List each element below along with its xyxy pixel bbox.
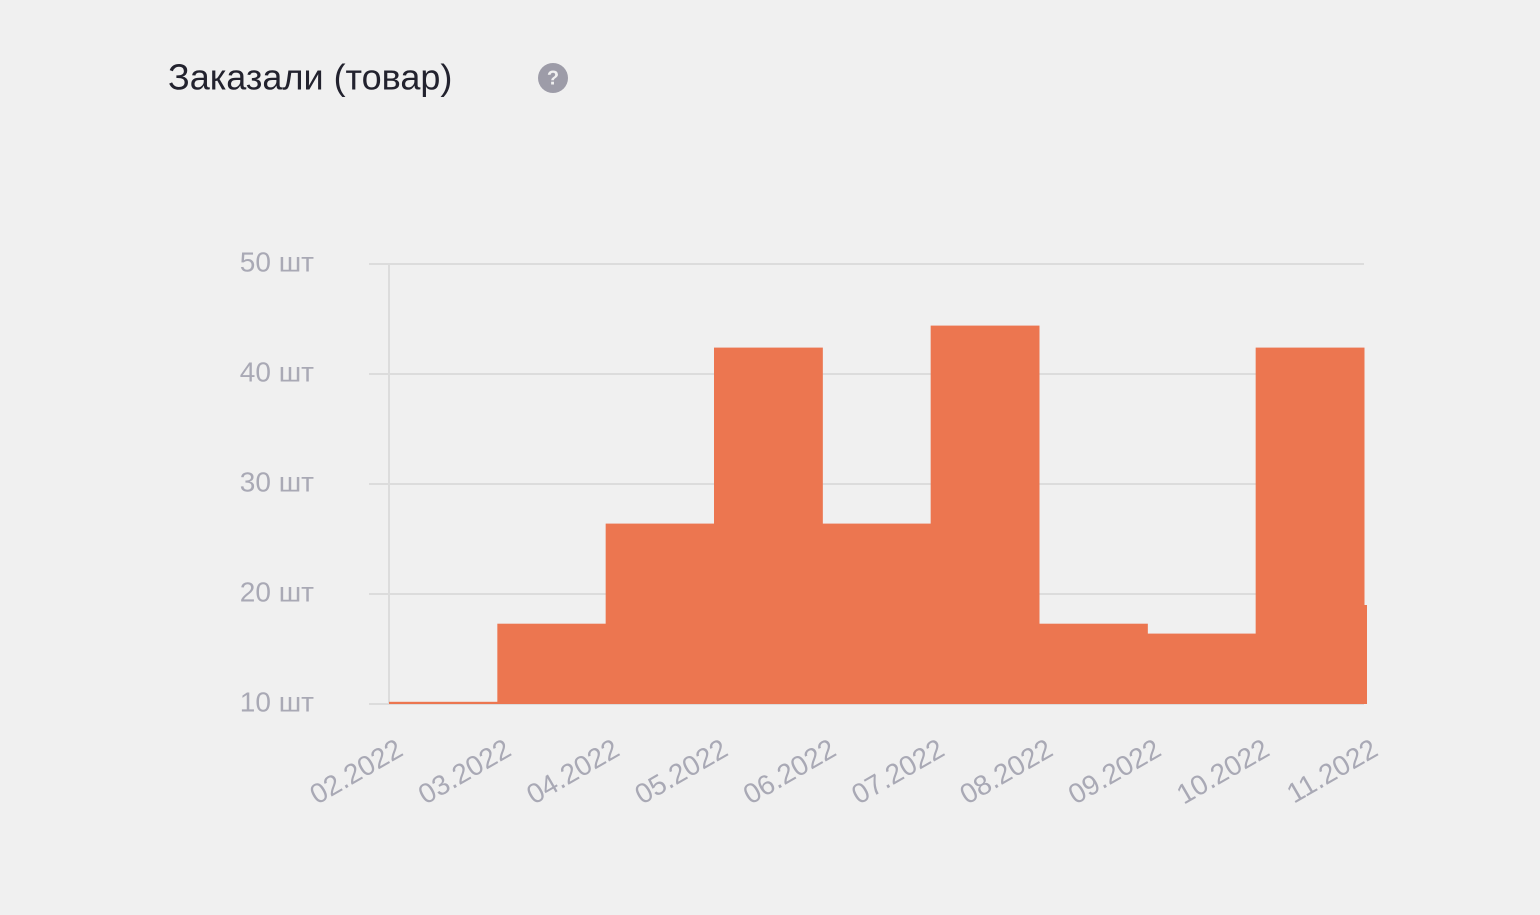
- x-tick-label: 03.2022: [413, 733, 516, 810]
- x-tick-label: 06.2022: [738, 733, 841, 810]
- step-segment: [822, 523, 932, 704]
- y-tick-label: 10 шт: [240, 686, 314, 717]
- x-tick-label: 02.2022: [305, 733, 408, 810]
- help-icon-glyph[interactable]: ?: [547, 67, 559, 89]
- step-segment: [1147, 633, 1257, 704]
- step-segment: [497, 623, 607, 704]
- step-segment: [1255, 347, 1365, 704]
- y-tick-label: 30 шт: [240, 466, 314, 497]
- x-tick-label: 04.2022: [521, 733, 624, 810]
- x-tick-label: 08.2022: [955, 733, 1058, 810]
- x-tick-label: 07.2022: [846, 733, 949, 810]
- step-segment: [930, 325, 1040, 704]
- x-tick-label: 09.2022: [1063, 733, 1166, 810]
- step-segment: [714, 347, 823, 704]
- y-tick-label: 20 шт: [240, 576, 314, 607]
- step-segment: [1039, 623, 1148, 704]
- chart-title: Заказали (товар): [168, 57, 452, 98]
- step-segment: [1364, 605, 1367, 704]
- step-segment: [605, 523, 715, 704]
- help-icon[interactable]: [538, 63, 568, 93]
- step-segment: [389, 701, 498, 704]
- y-tick-label: 40 шт: [240, 356, 314, 387]
- x-tick-label: 10.2022: [1171, 733, 1274, 810]
- y-tick-label: 50 шт: [240, 246, 314, 277]
- x-tick-label: 05.2022: [630, 733, 733, 810]
- x-tick-label: 11.2022: [1281, 733, 1382, 809]
